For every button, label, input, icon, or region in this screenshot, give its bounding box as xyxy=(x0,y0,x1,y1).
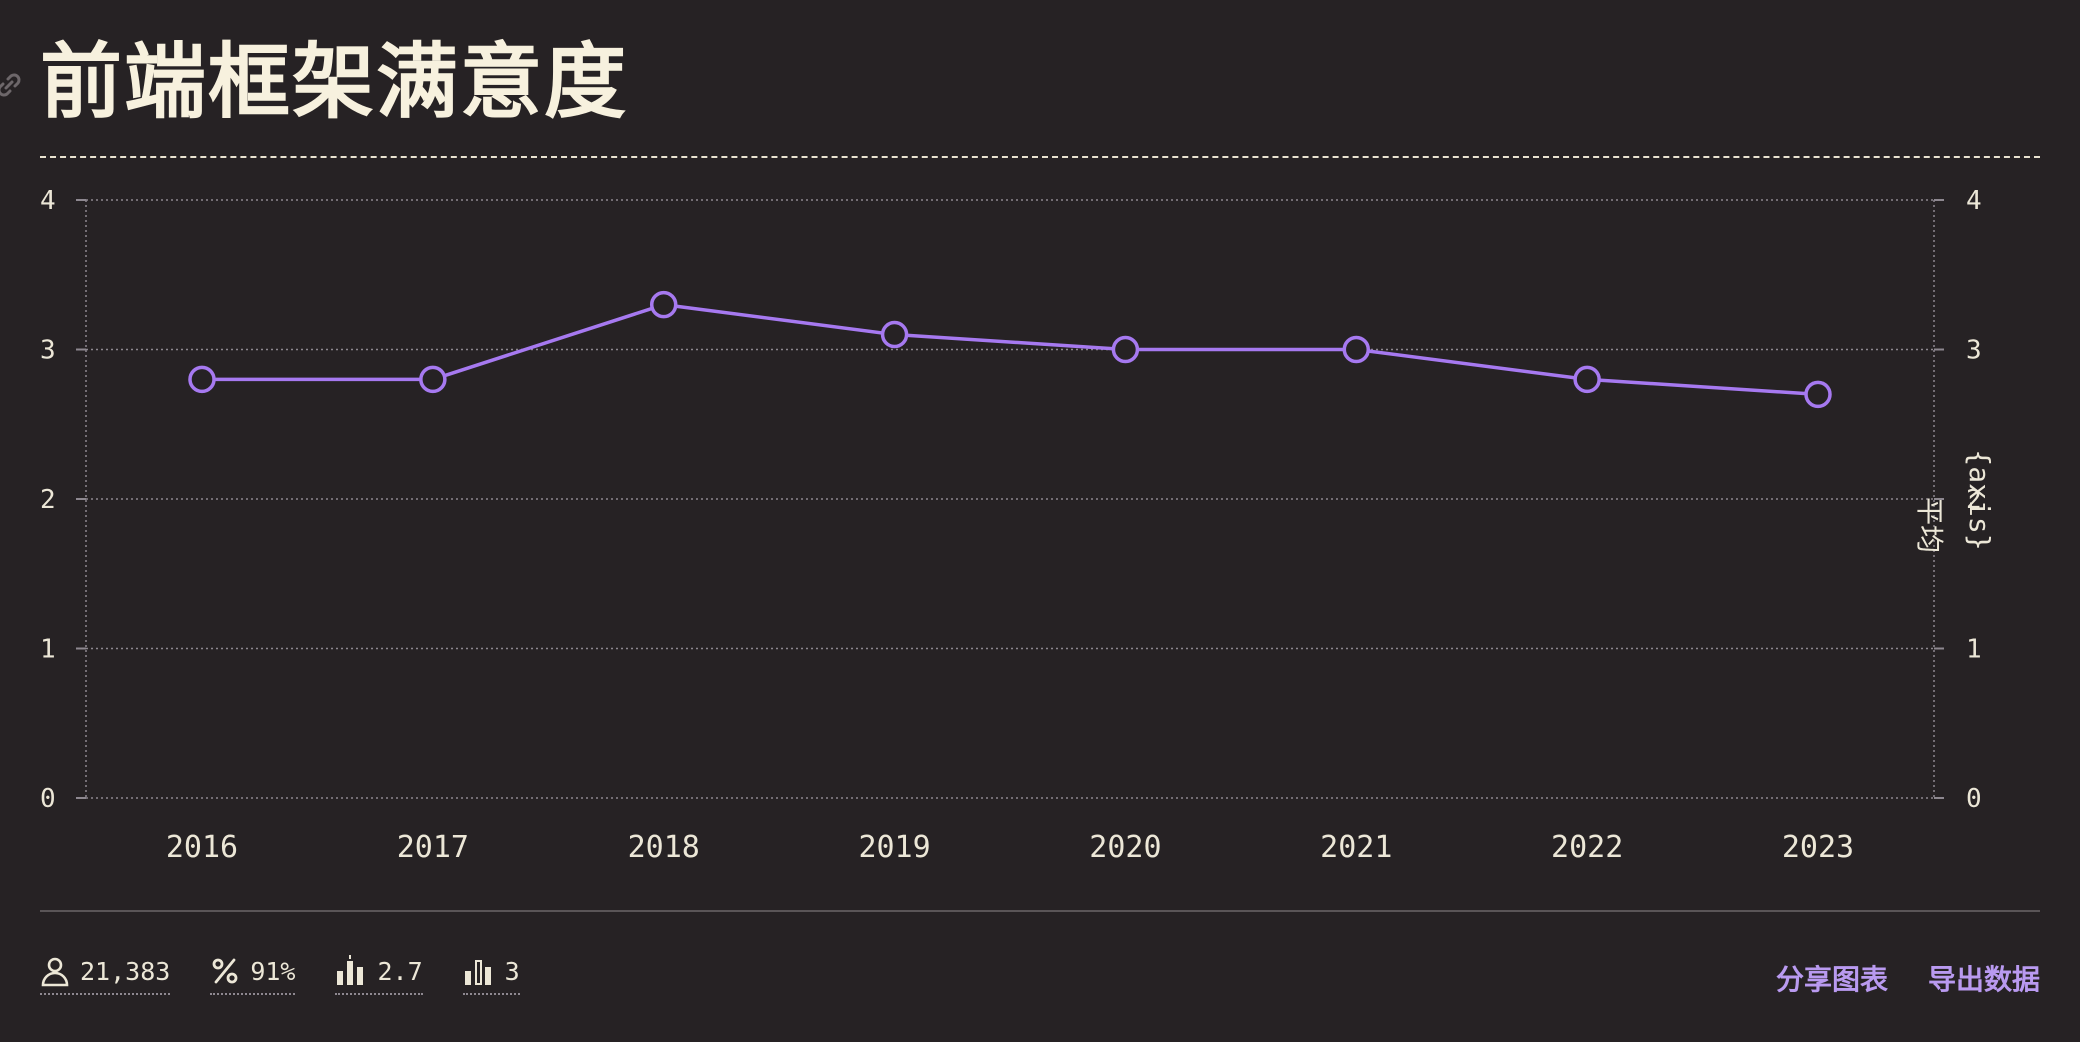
x-tick-label: 2019 xyxy=(858,830,930,865)
series-layer xyxy=(188,290,1832,409)
export-data-button[interactable]: 导出数据 xyxy=(1927,963,2040,996)
x-tick-label: 2022 xyxy=(1551,830,1623,865)
grid-layer xyxy=(85,199,1935,799)
bar-chart-median-icon xyxy=(464,960,491,985)
title-divider xyxy=(40,156,2040,158)
data-point[interactable] xyxy=(1111,335,1140,364)
y-tick-label-right: 0 xyxy=(1966,784,1982,814)
line-chart: 0 0 1 1 2 2 3 3 4 4 2016 2017 2018 2019 2020 2021 2022 20… xyxy=(40,186,1996,865)
y-tick-label-right: 2 xyxy=(1966,485,1982,515)
data-point[interactable] xyxy=(1573,365,1601,394)
y-tick-label-left: 2 xyxy=(40,485,56,515)
percentage-stat[interactable]: 91% xyxy=(210,955,296,995)
x-tick-label: 2016 xyxy=(166,830,238,865)
y-axis-label-secondary: {axis} xyxy=(1963,449,1996,550)
person-icon xyxy=(41,957,69,987)
y-tick-label-right: 3 xyxy=(1966,336,1982,366)
y-tick-label-left: 4 xyxy=(40,186,56,216)
y-tick-label-right: 4 xyxy=(1966,186,1982,216)
median-stat[interactable]: 3 xyxy=(462,955,520,995)
page-title: 前端框架满意度 xyxy=(40,35,629,130)
median-value: 3 xyxy=(504,956,520,986)
y-tick-label-left: 0 xyxy=(40,784,56,814)
y-tick-label-left: 3 xyxy=(40,336,56,366)
x-tick-label: 2021 xyxy=(1320,830,1392,865)
y-tick-label-right: 1 xyxy=(1966,635,1982,665)
series-line xyxy=(202,302,1819,397)
data-point[interactable] xyxy=(419,365,447,394)
link-icon[interactable] xyxy=(0,70,24,100)
percent-icon xyxy=(212,958,238,984)
x-tick-label: 2018 xyxy=(628,830,700,865)
bar-chart-mean-icon xyxy=(337,955,364,985)
x-tick-label: 2017 xyxy=(397,830,469,865)
chart-actions: 分享图表 导出数据 xyxy=(1776,958,2040,998)
y-tick-label-left: 1 xyxy=(40,635,56,665)
data-point[interactable] xyxy=(880,320,909,349)
respondents-stat[interactable]: 21,383 xyxy=(40,955,171,995)
share-chart-button[interactable]: 分享图表 xyxy=(1775,963,1888,996)
mean-value: 2.7 xyxy=(377,956,423,986)
respondents-value: 21,383 xyxy=(80,956,171,986)
data-point[interactable] xyxy=(649,290,678,319)
data-point[interactable] xyxy=(1342,335,1371,364)
mean-stat[interactable]: 2.7 xyxy=(335,955,423,995)
axis-layer: 0 0 1 1 2 2 3 3 4 4 2016 2017 2018 2019 2020 2021 2022 20… xyxy=(40,186,1982,865)
x-tick-label: 2020 xyxy=(1089,830,1161,865)
footer-divider xyxy=(40,910,2040,912)
y-axis-label: 平均 xyxy=(1913,497,1946,553)
data-point[interactable] xyxy=(1804,380,1832,409)
percentage-value: 91% xyxy=(250,956,296,986)
x-tick-label: 2023 xyxy=(1782,830,1854,865)
stats-bar: 21,383 91% 2.7 xyxy=(40,955,520,995)
data-point[interactable] xyxy=(188,365,216,394)
